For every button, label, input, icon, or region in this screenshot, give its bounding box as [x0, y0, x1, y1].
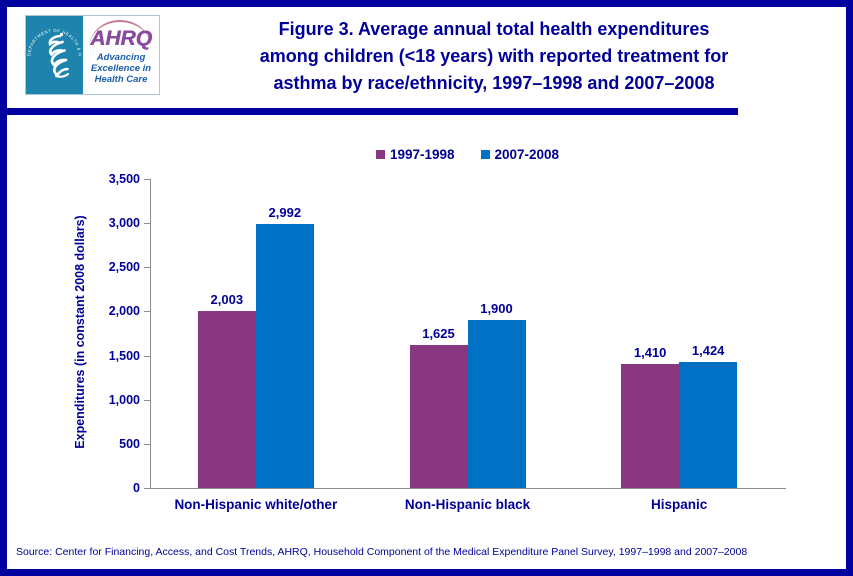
category-label: Non-Hispanic white/other	[174, 497, 338, 512]
bar-value-label: 1,625	[422, 325, 455, 341]
bar-value-label: 1,410	[633, 344, 667, 360]
bar-1997-1998	[197, 311, 256, 488]
bar-value-label: 1,900	[480, 301, 513, 317]
bar-value-label: 1,424	[691, 343, 725, 359]
figure-title-line: Figure 3. Average annual total health ex…	[278, 19, 710, 39]
y-tick-mark	[144, 399, 150, 401]
hhs-eagle-icon: DEPARTMENT OF HEALTH & HUMAN SERVICES • …	[24, 12, 82, 78]
bar-2007-2008	[255, 223, 314, 488]
chart-legend: 1997-1998 2007-2008	[150, 147, 785, 162]
legend-swatch-icon	[480, 150, 490, 159]
legend-item: 1997-1998	[375, 147, 455, 162]
source-note: Source: Center for Financing, Access, an…	[16, 546, 748, 558]
ahrq-wordmark: AHRQ Advancing Excellence in Health Care	[83, 16, 159, 94]
y-tick-label: 3,500	[108, 172, 140, 186]
bar-value-label: 2,992	[268, 204, 302, 220]
category-label: Non-Hispanic black	[404, 497, 531, 512]
ahrq-tagline: Advancing Excellence in Health Care	[83, 52, 159, 85]
bar-1997-1998	[409, 344, 468, 488]
y-tick-mark	[144, 443, 150, 445]
ahrq-tagline-line: Health Care	[94, 74, 148, 85]
y-tick-label: 2,000	[108, 304, 140, 319]
hhs-seal: DEPARTMENT OF HEALTH & HUMAN SERVICES • …	[24, 12, 83, 94]
ahrq-arc-icon	[89, 20, 151, 48]
plot-area	[150, 179, 786, 489]
y-tick-label: 1,000	[108, 392, 140, 407]
bar-value-label: 2,003	[210, 292, 244, 308]
header-divider	[0, 108, 738, 115]
figure-title-line: asthma by race/ethnicity, 1997–1998 and …	[273, 73, 715, 93]
y-tick-label: 500	[119, 436, 140, 451]
legend-swatch-icon	[375, 150, 385, 159]
ahrq-logo: DEPARTMENT OF HEALTH & HUMAN SERVICES • …	[24, 12, 160, 95]
bar-2007-2008	[679, 362, 738, 488]
y-tick-label: 3,000	[108, 216, 140, 231]
category-label: Hispanic	[651, 497, 708, 512]
y-tick-label: 1,500	[108, 348, 140, 363]
y-tick-label: 2,500	[108, 260, 140, 275]
ahrq-tagline-line: Advancing	[96, 52, 146, 63]
ahrq-tagline-line: Excellence in	[90, 63, 152, 74]
y-tick-label: 0	[133, 481, 140, 495]
y-tick-mark	[144, 311, 150, 313]
y-tick-mark	[144, 488, 150, 489]
y-axis-title: Expenditures (in constant 2008 dollars)	[73, 215, 87, 449]
y-tick-mark	[144, 179, 150, 180]
bar-2007-2008	[467, 320, 526, 488]
legend-item: 2007-2008	[480, 147, 560, 162]
bar-1997-1998	[621, 363, 680, 488]
y-tick-mark	[144, 355, 150, 357]
figure-title-line: among children (<18 years) with reported…	[259, 46, 729, 66]
legend-label: 2007-2008	[494, 147, 560, 162]
figure-title: Figure 3. Average annual total health ex…	[175, 16, 813, 97]
y-tick-mark	[144, 223, 150, 225]
y-tick-mark	[144, 267, 150, 269]
legend-label: 1997-1998	[389, 147, 455, 162]
ahrq-abbrev: AHRQ	[90, 27, 152, 50]
